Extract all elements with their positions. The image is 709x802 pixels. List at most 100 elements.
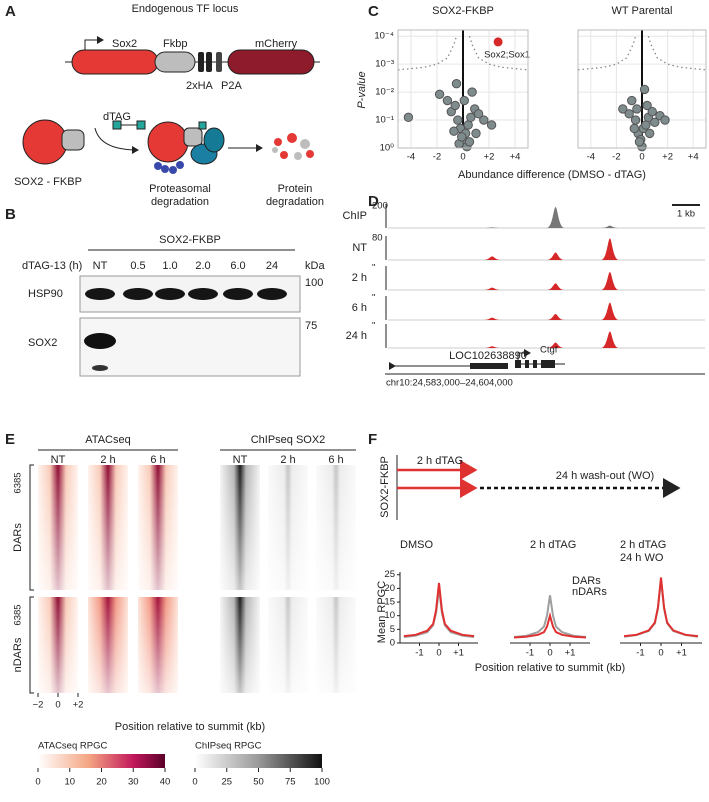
- group-label: ChIPseq SOX2: [251, 434, 326, 446]
- band: [123, 288, 153, 300]
- heatmap-fade: [88, 597, 128, 693]
- peak: [600, 331, 619, 348]
- row-label: DARs: [12, 523, 24, 552]
- panel-title: Endogenous TF locus: [132, 3, 239, 15]
- blot-label: HSP90: [28, 288, 63, 300]
- y-tick-label: 10⁻³: [375, 59, 394, 70]
- point: [450, 100, 460, 111]
- peak: [546, 342, 565, 348]
- unit-label: kDa: [305, 260, 325, 272]
- heatmap-fade: [38, 465, 78, 590]
- row-bracket: [29, 464, 34, 591]
- y-tick-label: 15: [384, 597, 395, 608]
- x-tick-label: -1: [415, 648, 423, 659]
- y-tick-label: 5: [390, 624, 395, 635]
- ubiquitin: [176, 161, 184, 169]
- fragment: [294, 152, 302, 160]
- heatmap-fade: [88, 465, 128, 590]
- ubiquitin: [169, 166, 177, 174]
- ubiquitin: [161, 165, 169, 173]
- band: [257, 288, 287, 300]
- point: [639, 84, 650, 95]
- y-tick-label: 10⁰: [380, 143, 395, 154]
- protein-label: SOX2 - FKBP: [14, 176, 82, 188]
- profile-line: [513, 611, 587, 639]
- colorbar-tick-label: 20: [96, 777, 107, 788]
- tag-label: 2xHA: [186, 80, 214, 92]
- heatmap-fade: [220, 597, 260, 693]
- scale-label: 1 kb: [677, 209, 695, 220]
- column-label: 6 h: [150, 454, 165, 466]
- gene-exon: [515, 360, 521, 368]
- gene-label: mCherry: [255, 38, 298, 50]
- gene-label: LOC102638890: [449, 350, 527, 362]
- fragment: [272, 147, 278, 153]
- point: [644, 128, 655, 139]
- column-label: 2 h: [100, 454, 115, 466]
- dtag-icon: [136, 120, 146, 130]
- legend-label: nDARs: [572, 586, 607, 598]
- peak: [546, 252, 565, 260]
- gene-label: Fkbp: [163, 38, 187, 50]
- peak: [600, 302, 619, 320]
- peak: [600, 225, 619, 228]
- lane-label: 0.5: [130, 260, 145, 272]
- row-label: dTAG-13 (h): [22, 260, 82, 272]
- heatmap-fade: [220, 465, 260, 590]
- highlight-label: Sox2;Sox1: [484, 49, 530, 60]
- point: [464, 137, 475, 147]
- highlight-point: [493, 37, 503, 47]
- mcherry-box: [227, 49, 315, 75]
- y-tick-label: 10⁻¹: [375, 115, 394, 126]
- peak: [483, 256, 502, 260]
- x-tick-label: −2: [33, 700, 44, 711]
- gene-exon: [470, 363, 508, 369]
- point: [624, 109, 634, 119]
- plot-frame: [397, 29, 529, 149]
- point: [403, 112, 414, 123]
- gene-exon: [525, 360, 529, 368]
- construct-label: SOX2-FKBP: [379, 456, 391, 518]
- band: [155, 288, 185, 300]
- y-tick-label: 20: [384, 583, 395, 594]
- y-tick-label: 10: [384, 610, 395, 621]
- point: [467, 87, 477, 97]
- sox2-protein: [22, 119, 68, 165]
- colorbar-tick-label: 75: [285, 777, 296, 788]
- plot-title: SOX2-FKBP: [432, 5, 494, 17]
- track-scale: ": [372, 263, 375, 274]
- point: [629, 123, 640, 134]
- x-tick-label: +2: [484, 152, 495, 163]
- x-tick-label: -4: [587, 152, 595, 163]
- x-tick-label: +1: [676, 648, 687, 659]
- profile-line: [623, 580, 699, 638]
- x-tick-label: -1: [526, 648, 534, 659]
- track-label: 2 h: [352, 272, 367, 284]
- legend-label: DARs: [572, 575, 601, 587]
- colorbar-tick-label: 40: [160, 777, 171, 788]
- row-bracket: [29, 596, 34, 694]
- row-count: 6385: [13, 472, 24, 493]
- colorbar-tick-label: 50: [253, 777, 264, 788]
- point: [630, 115, 641, 125]
- blot-header: SOX2-FKBP: [159, 234, 221, 246]
- heatmap-fade: [268, 465, 308, 590]
- fragment: [306, 150, 314, 158]
- colorbar-title: ChIPseq RPGC: [195, 741, 262, 752]
- threshold-line: [397, 36, 529, 71]
- plot-title: 2 h dTAG: [620, 539, 666, 551]
- point: [449, 126, 459, 136]
- column-label: 2 h: [280, 454, 295, 466]
- point: [660, 115, 670, 125]
- point: [618, 104, 628, 114]
- heatmap-fade: [268, 597, 308, 693]
- gene-label: Ctgf: [540, 345, 558, 356]
- peak: [546, 207, 565, 228]
- peak: [600, 238, 619, 260]
- band: [223, 288, 253, 300]
- heatmap-fade: [138, 465, 178, 590]
- column-label: NT: [51, 454, 66, 466]
- blot-label: SOX2: [28, 337, 57, 349]
- x-tick-label: +4: [688, 152, 699, 163]
- heatmap-fade: [316, 597, 356, 693]
